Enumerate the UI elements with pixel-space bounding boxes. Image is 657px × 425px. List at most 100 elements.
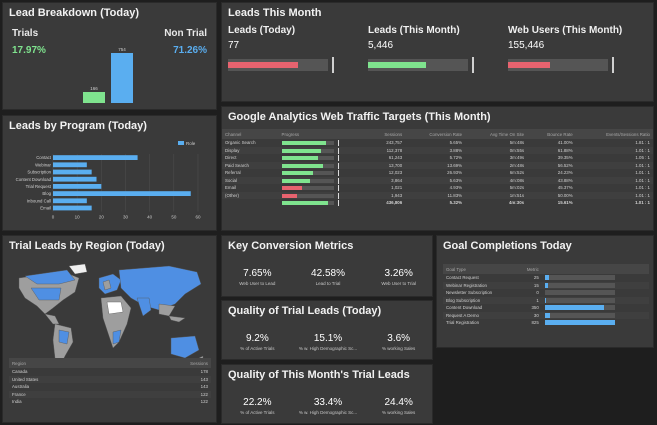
ga-progress-bar [281,192,339,199]
ga-progress-fill [281,171,313,176]
ga-cell-conv: 5.72% [449,155,463,161]
metric-label: % w. High Demographic Sc... [298,346,358,351]
quality-month-panel: Quality of This Month's Trial Leads 22.2… [221,364,433,424]
kpi-target-marker [332,57,334,73]
key-conversion-title: Key Conversion Metrics [228,240,354,252]
goal-table-row[interactable]: Contact Request 25 [443,274,649,282]
region-value: 122 [200,399,208,405]
ga-cell-sessions: 12,023 [388,170,403,176]
goal-table-row[interactable]: Content Download 350 [443,304,649,312]
goal-label: Contact Request [446,275,479,281]
program-bar [53,162,87,168]
goal-table-row[interactable]: Webinar Registration 15 [443,281,649,289]
program-label: Content Download [16,177,52,182]
goal-column-header: Goal Type [443,264,517,274]
kpi-progress-fill [508,62,550,68]
trials-label: Trials [12,28,39,39]
metric-value: 42.58% [311,268,345,279]
goal-bar-cell [542,274,649,282]
ga-progress-fill [281,148,321,153]
goal-completions-panel: Goal Completions Today Goal Type Metric C… [436,235,654,348]
kpi-value: 155,446 [508,40,545,51]
metric-value: 15.1% [313,333,343,344]
goal-bar-cell [541,311,649,319]
ga-progress [279,199,369,207]
metric-label: Web User to Trial [381,281,417,286]
program-bar [53,155,138,160]
ga-target-marker [337,200,339,207]
goal-label: Newsletter Subscription [446,290,493,296]
ga-column-header: Progress [278,129,369,139]
ga-table-row: 436,806 5.32% 4m:30s 15.61% 1.01 : 1 [222,199,653,207]
ga-progress [278,191,369,199]
quality-today-panel: Quality of Trial Leads (Today) 9.2% % of … [221,300,433,360]
lead-breakdown-bar-label: 166 [90,86,98,91]
goal-value: 825 [531,320,539,326]
region-value: 122 [125,390,211,398]
ga-target-marker [337,192,339,199]
trials-pct: 17.97% [12,45,46,56]
ga-cell-bounce: 50.00% [527,191,576,199]
region-table-row[interactable]: United States 143 [9,375,211,383]
goal-table-row[interactable]: Blog Subscription 1 [443,296,649,304]
goal-progress-fill [544,282,548,288]
metric-item: 3.26% Web User to Trial [363,268,432,286]
region-table-row[interactable]: France 122 [9,390,211,398]
ga-cell-ratio: 1.81 : 1 [635,140,650,146]
x-tick-label: 50 [171,215,177,220]
trial-region-panel: Trial Leads by Region (Today) Region Sess… [2,235,217,423]
ga-column-header: Channel [222,129,279,139]
ga-cell-ratio: 1.05 : 1 [635,155,650,161]
goal-bar-cell [541,281,649,289]
region-table-row[interactable]: Canada 178 [9,368,211,376]
region-table-row[interactable]: India 122 [9,398,211,406]
ga-traffic-panel: Google Analytics Web Traffic Targets (Th… [221,106,654,231]
metric-item: 24.4% % working Sales [363,397,432,415]
goal-table-row[interactable]: Newsletter Subscription 0 [443,289,649,297]
goal-label: Request A Demo [443,311,517,319]
x-tick-label: 40 [147,215,153,220]
quality-month-title: Quality of This Month's Trial Leads [228,369,410,381]
ga-progress-bar [281,147,339,154]
ga-progress-fill [281,178,311,183]
goal-label: Content Download [446,305,483,311]
quality-today-metrics: 9.2% % of Active Trials 15.1% % w. High Dem… [222,333,432,351]
program-label: Email [40,206,51,211]
metric-value: 7.65% [243,268,272,279]
ga-cell-time: 5m:48s [509,140,525,146]
goal-table-row[interactable]: Trial Registration 825 [443,319,649,327]
program-bar [53,205,92,211]
region-value: 143 [125,375,211,383]
region-column-header: Region [9,358,126,368]
lead-breakdown-bar-label: 754 [118,47,126,52]
ga-cell-time: 3m:49s [509,155,525,161]
program-label: Blog [42,191,51,196]
ga-cell-bounce: 41.00% [557,140,573,146]
goal-table-row[interactable]: Request A Demo 30 [443,311,649,319]
kpi-progress-fill [228,62,298,68]
goal-progress-fill [544,305,605,311]
goal-bar-cell [542,304,649,312]
ga-cell-sessions: 1,943 [368,191,406,199]
goal-progress-track [544,305,615,311]
region-name: India [12,399,22,405]
ga-traffic-table: Channel Progress Sessions Conversion Rate Av… [222,129,653,207]
leads-by-program-chart: Role 0 10 20 30 40 50 60 Contact Webinar Subscript… [16,141,201,220]
metric-item: 33.4% % w. High Demographic Sc... [293,397,364,415]
metric-item: 22.2% % of Active Trials [222,397,293,415]
region-table-row[interactable]: Australia 143 [9,383,211,391]
ga-target-marker [337,162,339,169]
ga-column-header: Sessions [368,129,406,139]
ga-target-marker [337,177,339,184]
metric-label: % working Sales [382,346,416,351]
kpi-progress-track [368,57,474,73]
x-tick-label: 0 [52,215,55,220]
ga-cell-sessions: 436,806 [386,200,403,206]
ga-cell-bounce: 61.88% [527,146,576,154]
region-name: United States [9,375,126,383]
goal-value: 25 [533,275,539,281]
goal-progress-track [544,297,615,303]
ga-table-row: Social 3,864 5.63% 4m:08s 43.88% 1.01 : 1 [222,176,653,184]
metric-item: 3.6% % working Sales [363,333,432,351]
lead-breakdown-bar [83,92,105,103]
